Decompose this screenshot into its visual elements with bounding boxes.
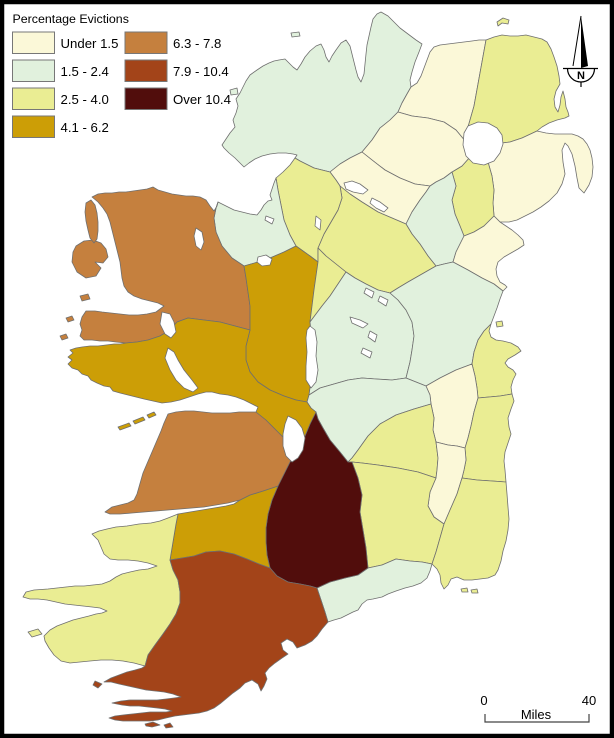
- svg-text:Percentage Evictions: Percentage Evictions: [13, 12, 129, 26]
- svg-text:7.9 - 10.4: 7.9 - 10.4: [173, 64, 229, 79]
- svg-text:0: 0: [480, 693, 487, 708]
- svg-text:2.5 - 4.0: 2.5 - 4.0: [61, 92, 109, 107]
- svg-text:40: 40: [582, 693, 596, 708]
- svg-text:N: N: [577, 70, 585, 82]
- svg-text:1.5 - 2.4: 1.5 - 2.4: [61, 64, 109, 79]
- svg-text:Under 1.5: Under 1.5: [61, 36, 119, 51]
- svg-text:6.3 - 7.8: 6.3 - 7.8: [173, 36, 221, 51]
- svg-text:4.1 - 6.2: 4.1 - 6.2: [61, 120, 109, 135]
- svg-text:Miles: Miles: [521, 707, 552, 722]
- svg-text:Over 10.4: Over 10.4: [173, 92, 231, 107]
